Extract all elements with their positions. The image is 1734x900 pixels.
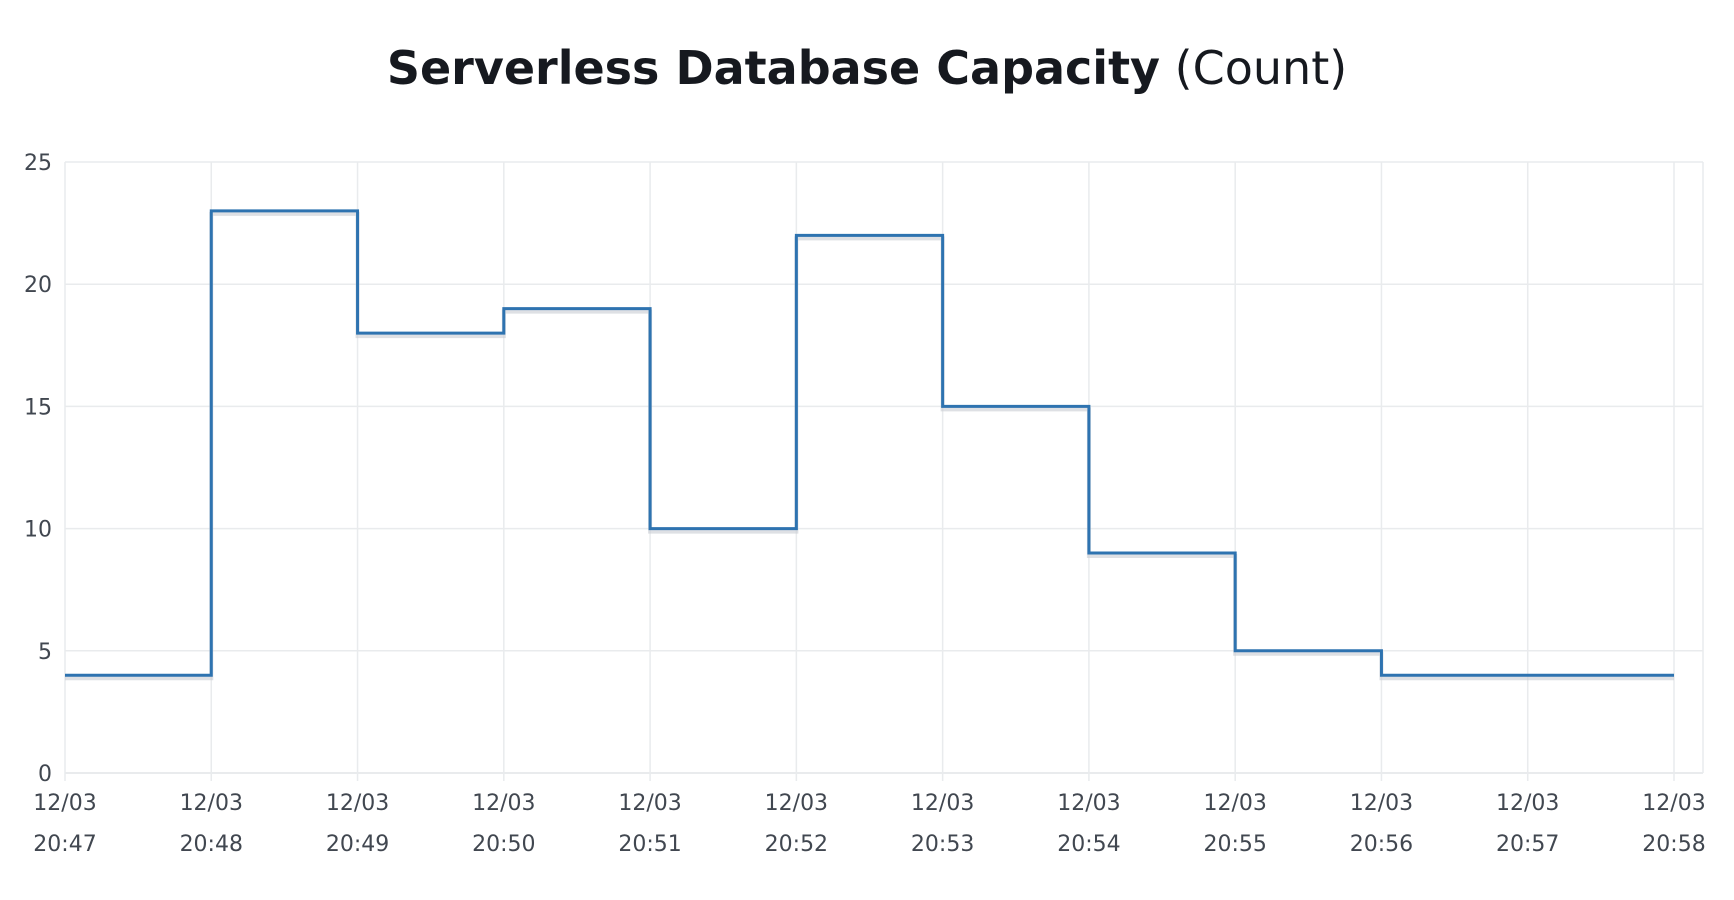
- x-tick-date-label: 12/03: [765, 791, 828, 816]
- x-tick-time-label: 20:52: [765, 832, 828, 857]
- x-axis-ticks: 12/03 20:47 12/03 20:48 12/03 20:49 12/03 20:50…: [33, 791, 1705, 857]
- x-tick-date-label: 12/03: [472, 791, 535, 816]
- x-tick-time-label: 20:48: [180, 832, 243, 857]
- y-axis-ticks: 0 5 10 15 20 25: [24, 151, 52, 787]
- x-tick-time-label: 20:49: [326, 832, 389, 857]
- x-tick-time-label: 20:57: [1496, 832, 1559, 857]
- x-tick-date-label: 12/03: [1057, 791, 1120, 816]
- chart-grid: [64, 161, 1704, 781]
- y-tick-label: 25: [24, 151, 52, 176]
- x-tick-time-label: 20:51: [618, 832, 681, 857]
- x-tick-time-label: 20:50: [472, 832, 535, 857]
- y-tick-label: 10: [24, 518, 52, 543]
- x-tick-date-label: 12/03: [911, 791, 974, 816]
- y-tick-label: 5: [38, 640, 52, 665]
- chart-title-main: Serverless Database Capacity: [386, 41, 1161, 95]
- series-group: [65, 209, 1674, 681]
- x-tick-time-label: 20:58: [1642, 832, 1705, 857]
- x-tick-date-label: 12/03: [180, 791, 243, 816]
- x-tick-time-label: 20:47: [33, 832, 96, 857]
- x-tick-date-label: 12/03: [33, 791, 96, 816]
- y-tick-label: 0: [38, 762, 52, 787]
- x-tick-time-label: 20:55: [1203, 832, 1266, 857]
- x-tick-time-label: 20:54: [1057, 832, 1120, 857]
- x-tick-date-label: 12/03: [1496, 791, 1559, 816]
- x-tick-date-label: 12/03: [326, 791, 389, 816]
- x-tick-date-label: 12/03: [1350, 791, 1413, 816]
- chart-title-unit: (Count): [1174, 41, 1348, 95]
- x-tick-date-label: 12/03: [1203, 791, 1266, 816]
- y-tick-label: 15: [24, 395, 52, 420]
- x-tick-date-label: 12/03: [1642, 791, 1705, 816]
- series-line: [65, 209, 1674, 677]
- x-tick-date-label: 12/03: [618, 791, 681, 816]
- x-tick-time-label: 20:53: [911, 832, 974, 857]
- y-tick-label: 20: [24, 273, 52, 298]
- chart-title: Serverless Database Capacity (Count): [0, 38, 1734, 98]
- x-tick-time-label: 20:56: [1350, 832, 1413, 857]
